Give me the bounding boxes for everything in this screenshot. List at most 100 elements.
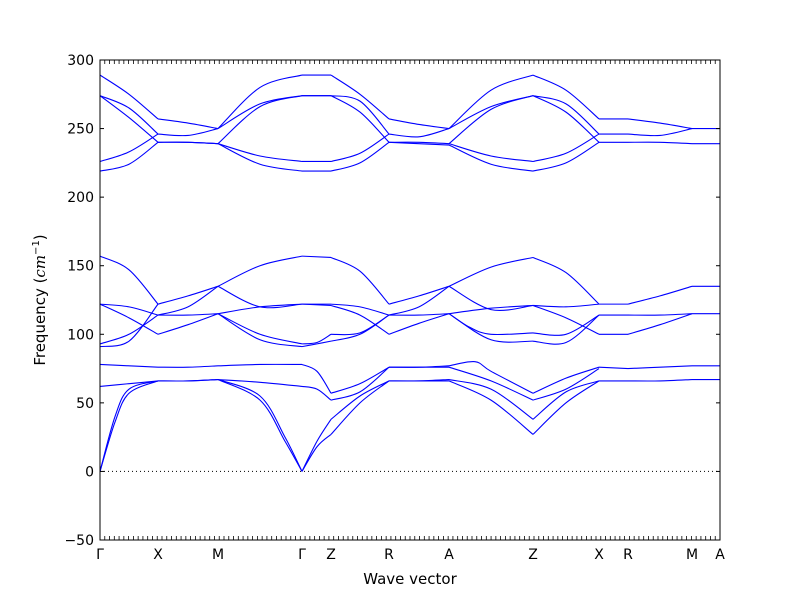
dispersion-branch xyxy=(627,118,693,130)
x-high-symmetry-label: X xyxy=(594,547,604,563)
dispersion-branch xyxy=(532,314,600,336)
plot-frame xyxy=(99,59,721,541)
dispersion-branch xyxy=(532,380,600,435)
y-axis-label-exponent: −1 xyxy=(31,240,42,255)
x-high-symmetry-label: X xyxy=(153,547,163,563)
y-tick-label: 100 xyxy=(67,327,94,343)
dispersion-branch xyxy=(99,141,159,172)
y-axis-label-prefix: Frequency ( xyxy=(31,278,49,366)
dispersion-branch xyxy=(388,313,450,335)
dispersion-branch xyxy=(388,285,450,305)
dispersion-branch xyxy=(532,133,600,163)
dispersion-branch xyxy=(388,285,450,316)
dispersion-branch xyxy=(448,366,534,401)
x-high-symmetry-label: A xyxy=(715,547,725,563)
dispersion-branch xyxy=(217,95,303,145)
dispersion-branch xyxy=(532,256,600,305)
dispersion-branch xyxy=(217,143,303,172)
dispersion-branch xyxy=(448,95,534,130)
dispersion-branch xyxy=(99,303,159,348)
dispersion-branch xyxy=(157,141,219,145)
dispersion-branch xyxy=(217,378,303,387)
dispersion-branch xyxy=(330,141,390,172)
dispersion-branch xyxy=(99,95,159,135)
dispersion-branch xyxy=(388,141,450,146)
dispersion-branch xyxy=(330,256,390,305)
dispersion-branch xyxy=(627,141,693,145)
dispersion-branch xyxy=(532,303,600,308)
dispersion-branch xyxy=(448,95,534,145)
x-high-symmetry-label: Γ xyxy=(96,547,104,563)
dispersion-branch xyxy=(330,314,390,342)
dispersion-branch xyxy=(388,118,450,130)
dispersion-branch xyxy=(532,95,600,135)
dispersion-branch xyxy=(598,366,629,370)
dispersion-branch xyxy=(330,303,390,316)
dispersion-branch xyxy=(301,363,332,394)
dispersion-branch xyxy=(217,303,303,315)
dispersion-branch xyxy=(532,141,600,172)
dispersion-branch xyxy=(627,365,693,370)
dispersion-branch xyxy=(157,285,219,305)
dispersion-branch xyxy=(388,313,450,316)
x-high-symmetry-label: Z xyxy=(528,547,538,563)
dispersion-branch xyxy=(157,128,219,137)
dispersion-branch xyxy=(448,361,534,394)
dispersion-branch xyxy=(448,143,534,163)
dispersion-branch xyxy=(627,128,693,137)
dispersion-branch xyxy=(330,74,390,120)
dispersion-branch xyxy=(330,380,390,435)
dispersion-branch xyxy=(330,304,390,335)
dispersion-branch xyxy=(532,304,600,335)
y-tick-label: 150 xyxy=(67,259,94,275)
dispersion-branch xyxy=(301,433,332,472)
dispersion-branch xyxy=(330,133,390,163)
dispersion-branch xyxy=(99,255,159,305)
dispersion-branch xyxy=(217,363,303,367)
y-tick-label: −50 xyxy=(64,533,94,549)
dispersion-branch xyxy=(99,380,159,472)
dispersion-branch xyxy=(157,365,219,368)
dispersion-branch xyxy=(217,143,303,163)
dispersion-branch xyxy=(627,313,693,316)
dispersion-branch xyxy=(330,366,390,401)
dispersion-branch xyxy=(157,378,219,382)
dispersion-branch xyxy=(330,95,390,135)
dispersion-branch xyxy=(217,313,303,348)
x-high-symmetry-label: Z xyxy=(326,547,336,563)
y-tick-label: 50 xyxy=(76,396,94,412)
dispersion-branch xyxy=(301,340,332,348)
dispersion-branch xyxy=(448,379,534,420)
dispersion-branch xyxy=(330,380,390,420)
dispersion-branch xyxy=(157,118,219,130)
dispersion-branch xyxy=(448,380,534,435)
dispersion-branch xyxy=(217,95,303,130)
dispersion-branch xyxy=(330,95,390,143)
x-axis-label: Wave vector xyxy=(363,570,457,588)
dispersion-branch xyxy=(99,303,159,335)
x-high-symmetry-label: R xyxy=(623,547,633,563)
dispersion-branch xyxy=(448,313,534,336)
dispersion-branch xyxy=(99,314,159,345)
dispersion-branch xyxy=(157,313,219,335)
dispersion-branch xyxy=(301,255,332,259)
x-high-symmetry-label: M xyxy=(212,547,224,563)
dispersion-branch xyxy=(157,313,219,316)
dispersion-branch xyxy=(99,303,159,316)
y-tick-label: 250 xyxy=(67,122,94,138)
dispersion-branch xyxy=(217,255,303,287)
dispersion-branch xyxy=(99,363,159,368)
dispersion-branch xyxy=(627,285,693,305)
dispersion-branch xyxy=(99,380,159,472)
dispersion-branch xyxy=(448,313,534,343)
y-axis-label-unit: cm xyxy=(31,255,49,278)
dispersion-branch xyxy=(388,128,450,138)
y-tick-label: 0 xyxy=(85,464,94,480)
dispersion-branch xyxy=(532,74,600,120)
dispersion-branch xyxy=(627,313,693,335)
dispersion-branch xyxy=(448,285,534,311)
dispersion-branch xyxy=(448,256,534,287)
dispersion-branch xyxy=(99,133,159,163)
dispersion-branch xyxy=(99,74,159,120)
